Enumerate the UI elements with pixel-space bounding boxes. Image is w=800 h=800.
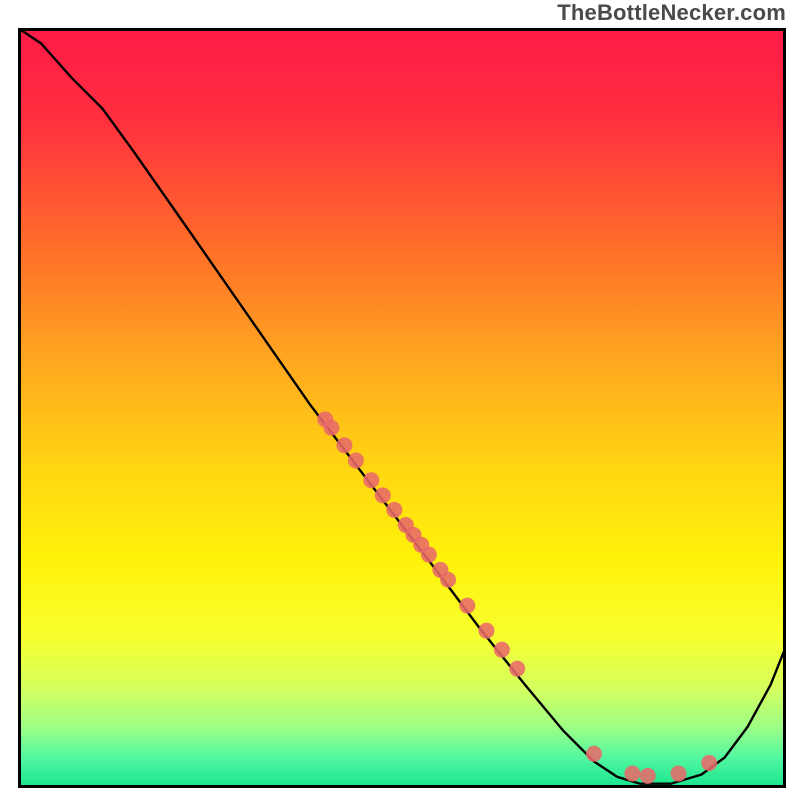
data-marker <box>701 755 717 771</box>
data-marker <box>478 623 494 639</box>
data-marker <box>375 487 391 503</box>
data-marker <box>586 746 602 762</box>
data-marker <box>494 642 510 658</box>
data-marker <box>421 547 437 563</box>
data-marker <box>670 766 686 782</box>
data-marker <box>323 420 339 436</box>
data-marker <box>336 437 352 453</box>
data-marker <box>348 452 364 468</box>
data-marker <box>509 661 525 677</box>
data-marker <box>363 472 379 488</box>
plot-area <box>18 28 786 788</box>
data-marker <box>386 502 402 518</box>
markers-group <box>317 411 717 783</box>
markers-layer <box>18 28 786 788</box>
data-marker <box>459 598 475 614</box>
data-marker <box>440 572 456 588</box>
data-marker <box>640 768 656 784</box>
bottleneck-curve-chart: TheBottleNecker.com <box>0 0 800 800</box>
attribution-label: TheBottleNecker.com <box>557 0 786 26</box>
data-marker <box>624 766 640 782</box>
